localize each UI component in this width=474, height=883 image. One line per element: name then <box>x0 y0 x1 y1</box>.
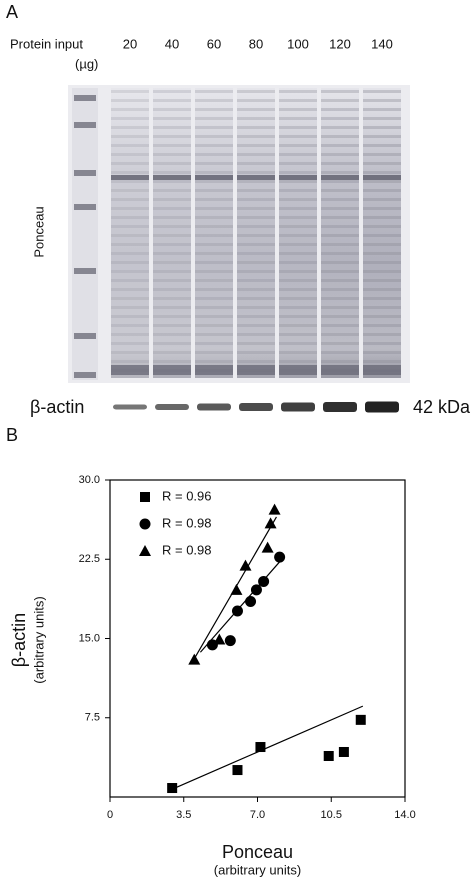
square-point <box>232 765 243 776</box>
marker-band <box>74 204 96 210</box>
lane-bands <box>363 88 401 378</box>
x-tick-label: 7.0 <box>250 809 265 821</box>
triangle-point <box>188 653 201 665</box>
legend-label: R = 0.98 <box>162 515 212 530</box>
lane-label: 80 <box>249 36 263 51</box>
y-tick-label: 30.0 <box>79 474 100 486</box>
actin-band <box>197 403 231 411</box>
x-tick-label: 3.5 <box>176 809 191 821</box>
triangle-point <box>213 633 226 645</box>
marker-band <box>74 170 96 176</box>
legend-label: R = 0.96 <box>162 488 212 503</box>
actin-band <box>239 403 273 411</box>
lane-label: 40 <box>165 36 179 51</box>
lane-band <box>279 365 317 375</box>
triangle-point <box>239 559 252 571</box>
y-axis-units: (arbitrary units) <box>31 596 46 683</box>
gel-lanes: 20 40 60 80 100 120 140 <box>72 36 401 413</box>
y-tick-label: 15.0 <box>79 632 100 644</box>
triangle-point <box>268 503 281 515</box>
triangle-point <box>261 541 274 553</box>
lane-label: 100 <box>287 36 309 51</box>
circle-point <box>224 635 236 647</box>
marker-lane <box>72 88 98 380</box>
lane-band <box>279 175 317 180</box>
actin-band <box>155 404 189 410</box>
lane-label: 20 <box>123 36 137 51</box>
x-axis-label: Ponceau <box>222 842 293 862</box>
x-tick-label: 10.5 <box>321 809 342 821</box>
y-axis-label: β-actin <box>9 613 29 667</box>
lane-bands <box>111 88 149 378</box>
lane-bands <box>153 88 191 378</box>
triangle-point <box>264 517 277 529</box>
marker-band <box>74 122 96 128</box>
lane-band <box>363 365 401 375</box>
lane-band <box>363 175 401 180</box>
lane-band <box>111 365 149 375</box>
legend-marker <box>140 492 150 502</box>
lane-bands <box>237 88 275 378</box>
actin-band <box>113 404 147 410</box>
lane-band <box>195 365 233 375</box>
unit-label: (µg) <box>75 56 98 71</box>
y-tick-label: 7.5 <box>85 712 100 724</box>
lane-bands <box>195 88 233 378</box>
actin-band <box>323 402 357 412</box>
lane-band <box>237 365 275 375</box>
actin-band <box>281 402 315 412</box>
legend-marker <box>139 518 151 530</box>
square-point <box>255 742 266 753</box>
marker-band <box>74 268 96 274</box>
legend-marker <box>139 545 151 556</box>
lane-band <box>321 175 359 180</box>
panel-label: A <box>6 2 18 22</box>
circle-point <box>250 584 262 596</box>
x-tick-label: 0 <box>107 809 113 821</box>
y-tick-label: 22.5 <box>79 553 100 565</box>
square-point <box>323 751 334 762</box>
actin-band <box>365 401 399 413</box>
circle-point <box>245 596 257 608</box>
lane-label: 140 <box>371 36 393 51</box>
lane-label: 120 <box>329 36 351 51</box>
circle-point <box>274 551 286 563</box>
scatter-chart: B0 3.5 7.0 10.5 14.07.515.022.530.0Ponceau(a… <box>6 425 416 878</box>
protein-input-label: Protein input <box>10 36 83 51</box>
lane-band <box>153 175 191 180</box>
actin-label: β-actin <box>30 397 84 417</box>
lane-band <box>237 175 275 180</box>
marker-band <box>74 333 96 339</box>
x-tick-label: 14.0 <box>394 809 415 821</box>
lane-bands <box>279 88 317 378</box>
kda-label: 42 kDa <box>413 397 471 417</box>
circle-point <box>258 575 270 587</box>
lane-label: 60 <box>207 36 221 51</box>
lane-bands <box>321 88 359 378</box>
panel-label: B <box>6 425 18 445</box>
triangle-point <box>230 583 243 595</box>
marker-band <box>74 95 96 101</box>
marker-band <box>74 372 96 378</box>
legend-label: R = 0.98 <box>162 542 212 557</box>
square-point <box>338 746 349 757</box>
square-point <box>167 783 178 794</box>
x-axis-units: (arbitrary units) <box>214 862 301 877</box>
fit-line <box>199 555 286 653</box>
lane-band <box>195 175 233 180</box>
lane-band <box>111 175 149 180</box>
circle-point <box>231 605 243 617</box>
square-point <box>355 714 366 725</box>
lane-band <box>321 365 359 375</box>
ponceau-label: Ponceau <box>31 206 46 257</box>
fit-line <box>170 705 364 791</box>
lane-band <box>153 365 191 375</box>
